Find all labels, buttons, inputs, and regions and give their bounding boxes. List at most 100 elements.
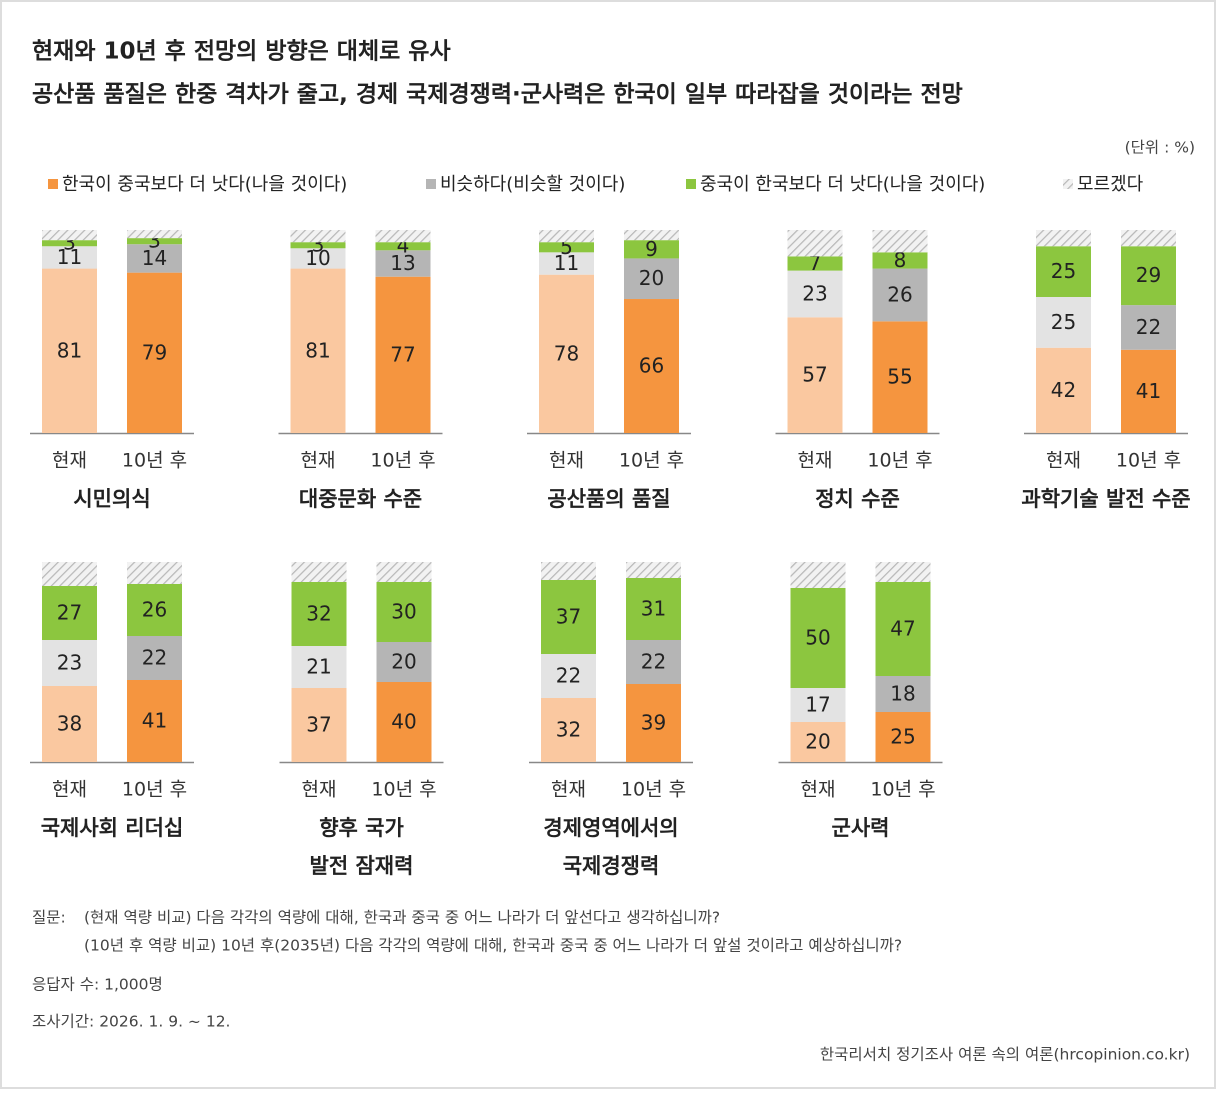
value-label: 79 bbox=[142, 340, 167, 364]
value-label: 31 bbox=[641, 597, 666, 621]
category-label: 현재 bbox=[1046, 450, 1081, 472]
value-label: 14 bbox=[142, 246, 167, 270]
bar-segment bbox=[42, 640, 97, 686]
bar-segment bbox=[541, 562, 596, 580]
bar-segment bbox=[787, 270, 843, 318]
value-label: 66 bbox=[639, 354, 664, 378]
value-label: 13 bbox=[390, 251, 415, 275]
bar-segment bbox=[541, 698, 596, 762]
value-label: 9 bbox=[645, 237, 658, 261]
bar-segment bbox=[290, 268, 346, 433]
bar-segment bbox=[539, 274, 594, 433]
bar-segment bbox=[127, 680, 182, 762]
question: (현재 역량 비교) 다음 각각의 역량에 대해, 한국과 중국 중 어느 나라… bbox=[84, 909, 720, 927]
value-label: 11 bbox=[554, 251, 579, 275]
value-label: 25 bbox=[1051, 259, 1076, 283]
bar-segment bbox=[624, 258, 679, 300]
bar-segment bbox=[787, 317, 843, 433]
category-label: 현재 bbox=[302, 779, 337, 801]
bar-segment bbox=[626, 578, 681, 640]
bar-segment bbox=[376, 682, 432, 762]
bar-segment bbox=[291, 646, 347, 688]
bar-segment bbox=[127, 230, 182, 239]
value-label: 57 bbox=[802, 363, 827, 387]
bar-segment bbox=[1036, 347, 1091, 433]
bar-segment bbox=[872, 230, 928, 253]
value-label: 23 bbox=[57, 651, 82, 675]
value-label: 23 bbox=[802, 281, 827, 305]
bar-segment bbox=[375, 276, 431, 433]
panel-title: 향후 국가 발전 잠재력 bbox=[310, 816, 414, 878]
bar-segment bbox=[787, 256, 843, 271]
bar-segment bbox=[626, 684, 681, 762]
bar-segment bbox=[1121, 230, 1176, 247]
value-label: 78 bbox=[554, 341, 579, 365]
unit: (단위 : %) bbox=[1125, 139, 1195, 157]
legend-label: 한국이 중국보다 더 낫다(나을 것이다) bbox=[62, 174, 347, 195]
bar-segment bbox=[626, 562, 681, 578]
bar-segment bbox=[539, 252, 594, 275]
value-label: 39 bbox=[641, 711, 666, 735]
bar-segment bbox=[375, 242, 431, 251]
value-label: 20 bbox=[391, 650, 416, 674]
value-label: 25 bbox=[1051, 310, 1076, 334]
value-label: 40 bbox=[391, 710, 416, 734]
bar-segment bbox=[290, 230, 346, 243]
value-label: 22 bbox=[1136, 315, 1161, 339]
category-label: 현재 bbox=[52, 450, 87, 472]
legend-swatch bbox=[1063, 179, 1073, 189]
bar-segment bbox=[376, 582, 432, 642]
bar-segment bbox=[291, 582, 347, 646]
bar-segment bbox=[872, 252, 928, 269]
value-label: 50 bbox=[805, 626, 830, 650]
bar-segment bbox=[127, 244, 182, 273]
value-label: 30 bbox=[391, 600, 416, 624]
bar-segment bbox=[790, 722, 846, 762]
value-label: 26 bbox=[887, 282, 912, 306]
period: 조사기간: 2026. 1. 9. ~ 12. bbox=[32, 1013, 231, 1031]
category-label: 10년 후 bbox=[1116, 450, 1181, 472]
panel-title: 과학기술 발전 수준 bbox=[1021, 487, 1190, 511]
title: 현재와 10년 후 전망의 방향은 대체로 유사 bbox=[32, 39, 451, 65]
bar-segment bbox=[42, 562, 97, 586]
source: 한국리서치 정기조사 여론 속의 여론(hrcopinion.co.kr) bbox=[820, 1046, 1190, 1064]
legend-label: 중국이 한국보다 더 낫다(나을 것이다) bbox=[700, 174, 985, 195]
value-label: 32 bbox=[306, 602, 331, 626]
subtitle: 공산품 품질은 한중 격차가 줄고, 경제 국제경쟁력·군사력은 한국이 일부 … bbox=[32, 82, 963, 108]
bar-segment bbox=[42, 240, 97, 247]
value-label: 20 bbox=[639, 266, 664, 290]
panel-title: 경제영역에서의 국제경쟁력 bbox=[543, 816, 678, 878]
value-label: 32 bbox=[556, 718, 581, 742]
category-label: 10년 후 bbox=[619, 450, 684, 472]
legend-swatch bbox=[426, 179, 436, 189]
bar-segment bbox=[624, 299, 679, 433]
bar-segment bbox=[790, 588, 846, 688]
category-label: 현재 bbox=[301, 450, 336, 472]
bar-segment bbox=[290, 248, 346, 269]
value-label: 22 bbox=[641, 650, 666, 674]
value-label: 21 bbox=[306, 655, 331, 679]
value-label: 81 bbox=[57, 338, 82, 362]
category-label: 현재 bbox=[798, 450, 833, 472]
legend-label: 모르겠다 bbox=[1077, 174, 1144, 195]
value-label: 22 bbox=[556, 664, 581, 688]
respondents: 응답자 수: 1,000명 bbox=[32, 976, 163, 994]
bar-segment bbox=[626, 640, 681, 684]
bar-segment bbox=[127, 636, 182, 680]
panel-title: 국제사회 리더십 bbox=[41, 816, 184, 840]
bar-segment bbox=[1121, 246, 1176, 306]
value-label: 55 bbox=[887, 365, 912, 389]
value-label: 29 bbox=[1136, 263, 1161, 287]
value-label: 17 bbox=[805, 693, 830, 717]
bar-segment bbox=[290, 242, 346, 249]
panel-title-line: 국제경쟁력 bbox=[563, 854, 660, 878]
bar-segment bbox=[42, 246, 97, 269]
value-label: 41 bbox=[1136, 379, 1161, 403]
legend-label: 비슷하다(비슷할 것이다) bbox=[440, 174, 625, 195]
bar-segment bbox=[875, 582, 931, 676]
panel-title: 정치 수준 bbox=[815, 487, 900, 511]
panel-title-line: 향후 국가 bbox=[319, 816, 404, 840]
value-label: 77 bbox=[390, 342, 415, 366]
bar-segment bbox=[872, 268, 928, 322]
